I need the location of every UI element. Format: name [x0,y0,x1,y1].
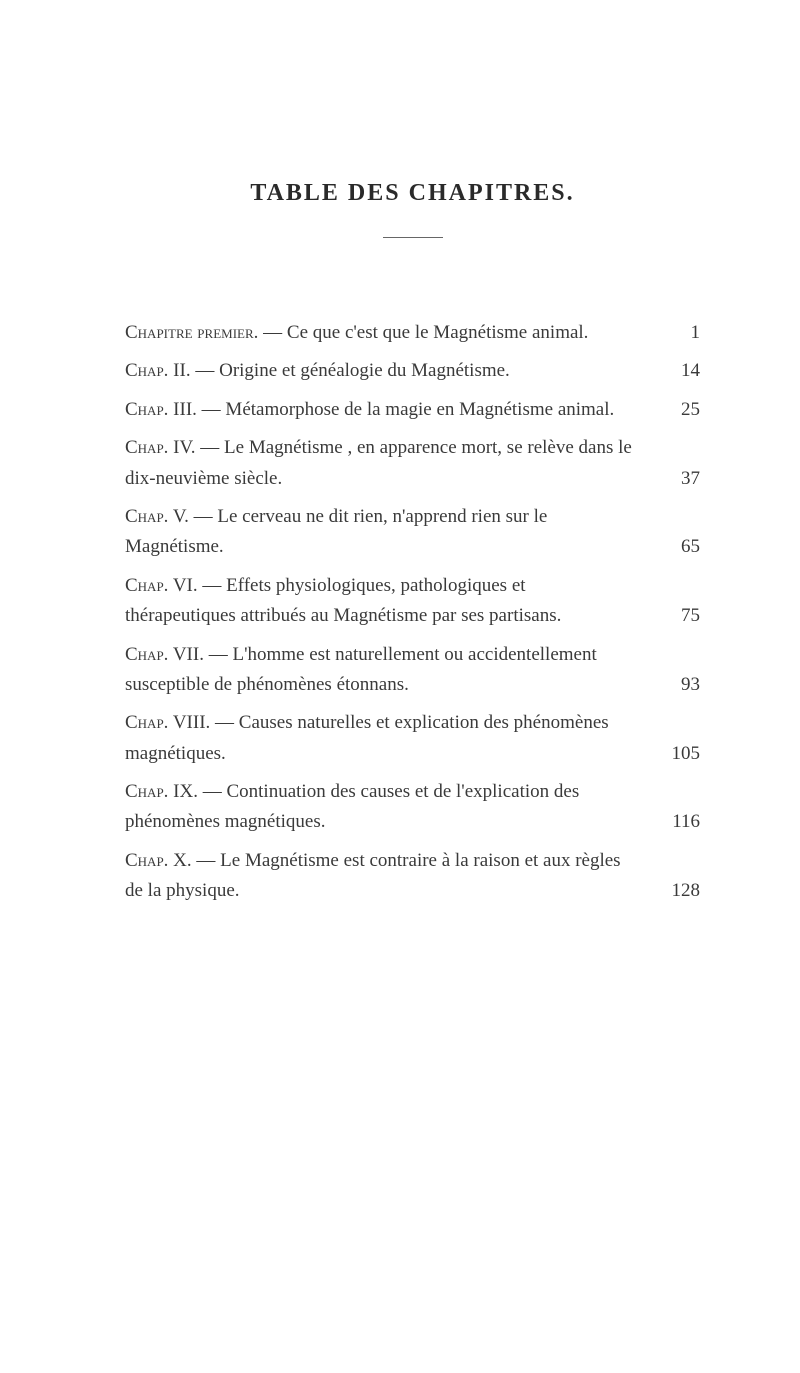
toc-entries: Chapitre premier. — Ce que c'est que le … [125,318,700,907]
entry-text: Chap. VII. — L'homme est naturellement o… [125,640,660,701]
toc-entry: Chap. VI. — Effets physiologiques, patho… [125,571,700,632]
chapter-desc: — Le Magnétisme est contraire à la raiso… [125,850,621,901]
toc-entry: Chap. X. — Le Magnétisme est contraire à… [125,846,700,907]
page-title: TABLE DES CHAPITRES. [125,180,700,207]
toc-entry: Chap. II. — Origine et généalogie du Mag… [125,356,700,386]
toc-entry: Chap. IV. — Le Magnétisme , en apparence… [125,433,700,494]
chapter-label: Chap. VII. [125,644,204,665]
chapter-label: Chap. VI. [125,575,198,596]
toc-entry: Chap. IX. — Continuation des causes et d… [125,777,700,838]
toc-entry: Chap. VIII. — Causes naturelles et expli… [125,708,700,769]
entry-page: 14 [660,356,700,386]
entry-page: 93 [660,670,700,700]
entry-text: Chap. X. — Le Magnétisme est contraire à… [125,846,660,907]
chapter-desc: — Métamorphose de la magie en Magnétisme… [197,399,614,420]
entry-text: Chapitre premier. — Ce que c'est que le … [125,318,660,348]
toc-entry: Chap. III. — Métamorphose de la magie en… [125,395,700,425]
entry-page: 116 [660,807,700,837]
entry-page: 75 [660,601,700,631]
entry-text: Chap. IX. — Continuation des causes et d… [125,777,660,838]
entry-page: 105 [660,739,700,769]
entry-text: Chap. VIII. — Causes naturelles et expli… [125,708,660,769]
entry-page: 25 [660,395,700,425]
entry-text: Chap. II. — Origine et généalogie du Mag… [125,356,660,386]
entry-page: 128 [660,876,700,906]
toc-entry: Chap. VII. — L'homme est naturellement o… [125,640,700,701]
chapter-label: Chap. V. [125,506,189,527]
chapter-label: Chap. IX. [125,781,198,802]
chapter-desc: — Le cerveau ne dit rien, n'apprend rien… [125,506,547,557]
chapter-label: Chapitre premier. [125,322,258,343]
chapter-label: Chap. X. [125,850,192,871]
chapter-desc: — Origine et généalogie du Magnétisme. [191,360,510,381]
entry-page: 1 [660,318,700,348]
entry-page: 65 [660,532,700,562]
entry-text: Chap. V. — Le cerveau ne dit rien, n'app… [125,502,660,563]
separator-line [383,237,443,238]
entry-text: Chap. VI. — Effets physiologiques, patho… [125,571,660,632]
toc-entry: Chap. V. — Le cerveau ne dit rien, n'app… [125,502,700,563]
entry-text: Chap. III. — Métamorphose de la magie en… [125,395,660,425]
chapter-desc: — Le Magnétisme , en apparence mort, se … [125,437,632,488]
chapter-label: Chap. III. [125,399,197,420]
chapter-label: Chap. VIII. [125,712,210,733]
entry-text: Chap. IV. — Le Magnétisme , en apparence… [125,433,660,494]
page-container: TABLE DES CHAPITRES. Chapitre premier. —… [0,0,800,975]
chapter-label: Chap. IV. [125,437,196,458]
toc-entry: Chapitre premier. — Ce que c'est que le … [125,318,700,348]
chapter-desc: — Ce que c'est que le Magnétisme animal. [258,322,588,343]
chapter-label: Chap. II. [125,360,191,381]
entry-page: 37 [660,464,700,494]
